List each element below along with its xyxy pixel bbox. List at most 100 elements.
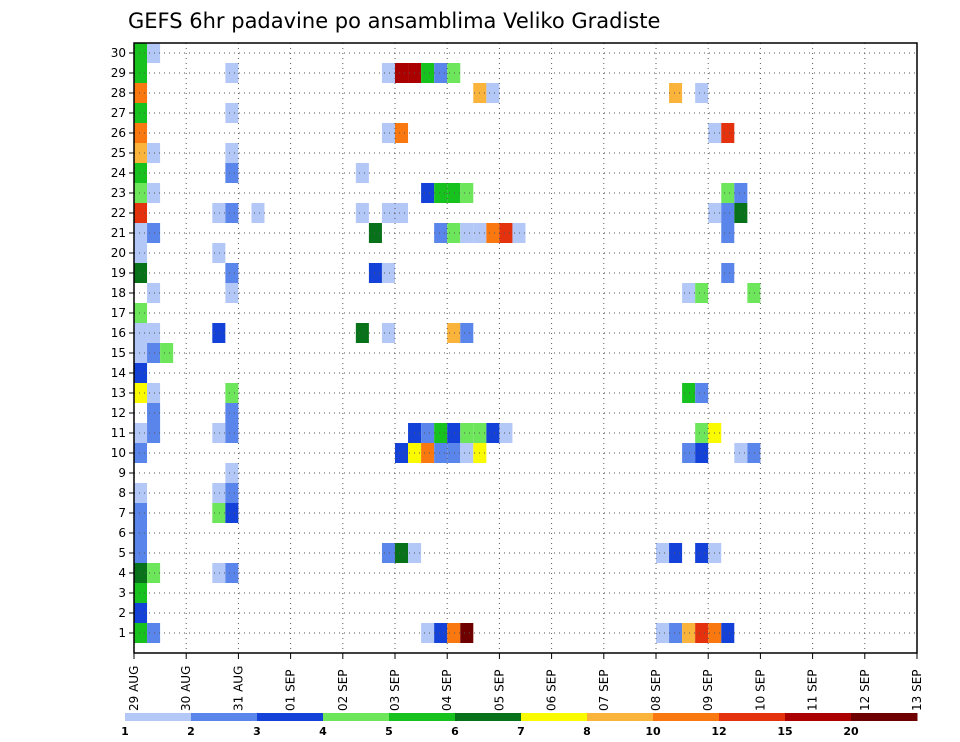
precip-cell	[147, 423, 161, 443]
precip-cell	[147, 183, 161, 203]
precip-cell	[134, 443, 148, 463]
precip-cell	[225, 143, 239, 163]
precip-cell	[447, 443, 461, 463]
precip-cell	[134, 623, 148, 643]
y-tick-label: 28	[111, 86, 126, 100]
y-tick-label: 21	[111, 226, 126, 240]
precip-cell	[212, 423, 226, 443]
precip-cell	[134, 83, 148, 103]
precip-cell	[499, 223, 513, 243]
colorbar-label: 20	[843, 725, 859, 738]
colorbar-label: 6	[451, 725, 459, 738]
precip-cell	[147, 223, 161, 243]
x-tick-label: 31 AUG	[231, 666, 245, 711]
precip-cell	[395, 203, 409, 223]
precip-cell	[225, 283, 239, 303]
precip-cell	[225, 63, 239, 83]
precip-cell	[395, 123, 409, 143]
precip-cell	[721, 263, 735, 283]
precip-cell	[134, 123, 148, 143]
precip-cell	[747, 443, 761, 463]
precip-cell	[147, 43, 161, 63]
precip-cell	[460, 183, 474, 203]
precip-cell	[225, 563, 239, 583]
precip-cell	[421, 63, 435, 83]
precip-cell	[147, 383, 161, 403]
y-axis-ticks: 1234567891011121314151617181920212223242…	[111, 46, 134, 640]
precip-cell	[395, 443, 409, 463]
colorbar-label: 10	[645, 725, 661, 738]
precip-cell	[421, 423, 435, 443]
precip-cell	[421, 623, 435, 643]
precip-cell	[355, 203, 369, 223]
precip-cell	[147, 283, 161, 303]
precip-cell	[682, 283, 696, 303]
colorbar: 1 2 3 4 5 6 7 8 10 12 15 20	[121, 713, 918, 738]
precip-cell	[134, 543, 148, 563]
precip-cell	[381, 263, 395, 283]
precip-cell	[251, 203, 265, 223]
precip-cell	[225, 263, 239, 283]
precip-cell	[134, 343, 148, 363]
precip-cell	[225, 503, 239, 523]
precip-cell	[447, 223, 461, 243]
precip-cell	[734, 443, 748, 463]
precip-cell	[434, 623, 448, 643]
precip-cell	[134, 363, 148, 383]
x-tick-label: 11 SEP	[806, 669, 820, 711]
precip-cell	[381, 203, 395, 223]
colorbar-swatch	[323, 713, 390, 721]
plot-frame	[133, 42, 918, 654]
chart-title: GEFS 6hr padavine po ansamblima Veliko G…	[128, 9, 660, 33]
y-tick-label: 22	[111, 206, 126, 220]
colorbar-label: 7	[517, 725, 525, 738]
x-tick-label: 01 SEP	[284, 669, 298, 711]
precip-cell	[669, 543, 683, 563]
colorbar-label: 1	[121, 725, 129, 738]
precip-cell	[147, 143, 161, 163]
x-tick-label: 10 SEP	[753, 669, 767, 711]
y-tick-label: 3	[118, 586, 126, 600]
precip-cell	[721, 223, 735, 243]
precip-cell	[134, 383, 148, 403]
precip-cell	[447, 423, 461, 443]
precip-cell	[447, 183, 461, 203]
y-tick-label: 4	[118, 566, 126, 580]
precip-cell	[134, 483, 148, 503]
precip-cell	[147, 323, 161, 343]
precip-cell	[134, 43, 148, 63]
y-tick-label: 11	[111, 426, 126, 440]
x-tick-label: 08 SEP	[649, 669, 663, 711]
colorbar-swatch	[389, 713, 456, 721]
precip-cell	[669, 623, 683, 643]
precip-cell	[656, 623, 670, 643]
x-tick-label: 02 SEP	[336, 669, 350, 711]
precip-cell	[695, 543, 709, 563]
precip-cell	[695, 283, 709, 303]
y-tick-label: 26	[111, 126, 126, 140]
colorbar-swatch	[191, 713, 258, 721]
y-tick-label: 25	[111, 146, 126, 160]
precip-cell	[355, 323, 369, 343]
x-tick-label: 04 SEP	[440, 669, 454, 711]
precip-cell	[421, 443, 435, 463]
precip-cell	[695, 383, 709, 403]
y-tick-label: 27	[111, 106, 126, 120]
precip-cell	[212, 563, 226, 583]
precip-cell	[134, 523, 148, 543]
colorbar-swatch	[785, 713, 852, 721]
precip-cell	[721, 203, 735, 223]
precip-cell	[147, 563, 161, 583]
precip-cell	[225, 163, 239, 183]
precip-cell	[134, 303, 148, 323]
precip-cell	[368, 263, 382, 283]
precip-cell	[512, 223, 526, 243]
precipitation-cells	[134, 43, 761, 643]
precip-cell	[368, 223, 382, 243]
y-tick-label: 2	[118, 606, 126, 620]
precip-cell	[134, 503, 148, 523]
x-axis-ticks: 29 AUG 30 AUG 31 AUG 01 SEP 02 SEP 03 SEP 04 S…	[127, 653, 924, 711]
precip-cell	[721, 623, 735, 643]
y-tick-label: 16	[111, 326, 126, 340]
